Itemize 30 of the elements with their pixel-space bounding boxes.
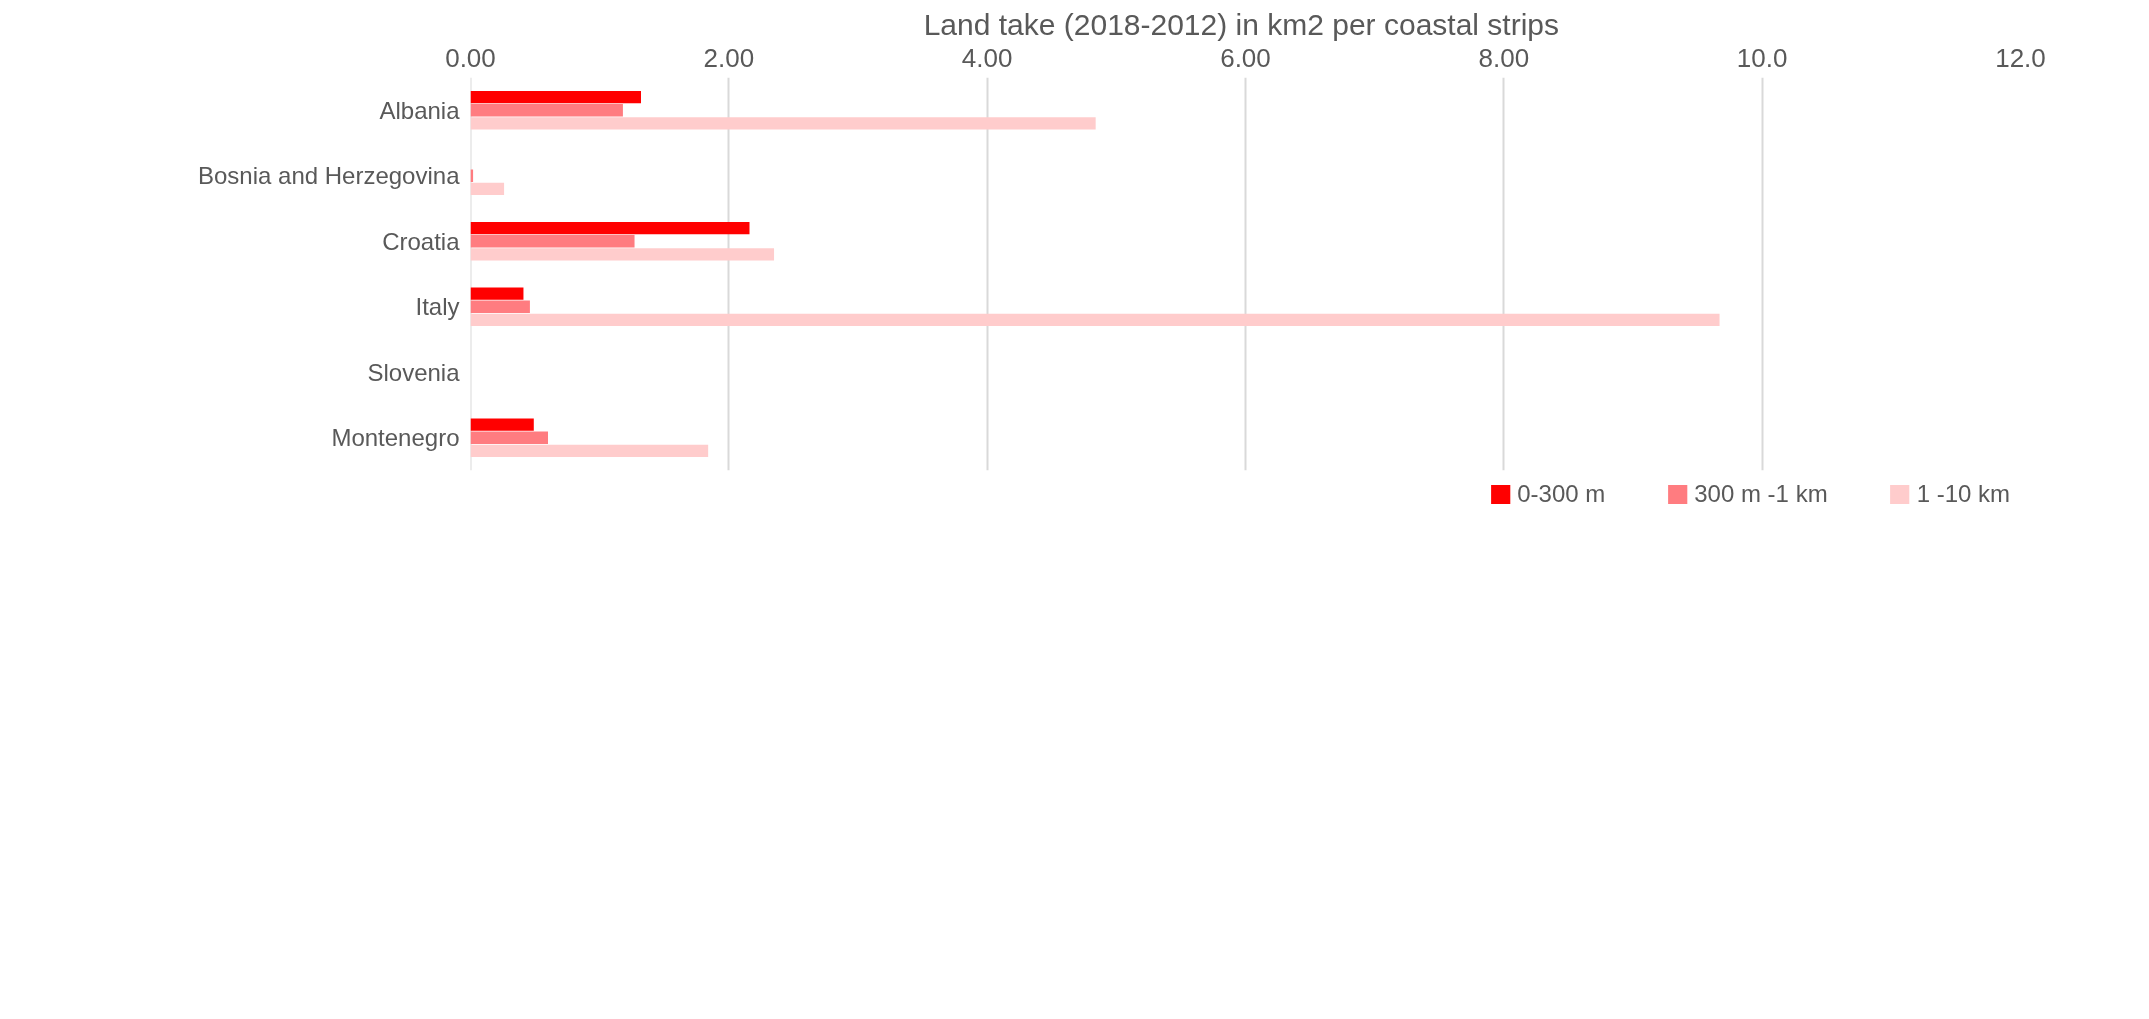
x-tick-label: 4.00 [961,42,1013,73]
y-tick-label: Albania [379,96,461,124]
bar [470,221,750,235]
legend-label: 0-300 m [1517,480,1606,508]
bar [470,300,530,313]
x-tick-label: 2.00 [703,42,755,73]
x-tick-label: 8.00 [1478,42,1530,73]
legend-label: 1 -10 km [1916,480,2010,508]
y-tick-label: Montenegro [331,424,460,452]
bar [470,90,641,104]
x-tick-label: 10.0 [1736,42,1788,73]
bar [470,313,1720,327]
bar [470,418,534,431]
y-tick-label: Croatia [382,227,461,255]
x-tick-label: 6.00 [1220,42,1271,73]
bar [470,248,775,261]
x-tick-label: 12.0 [1995,42,2046,73]
bar [470,182,505,196]
bar [470,104,623,117]
chart-title: Land take (2018-2012) in km2 per coastal strips [923,7,1560,41]
x-tick-label: 0.00 [445,42,496,73]
bar [470,117,1096,130]
bar [470,444,709,458]
bar [470,431,548,444]
legend-label: 300 m -1 km [1694,480,1828,508]
y-tick-label: Bosnia and Herzegovina [198,162,461,190]
y-tick-label: Italy [415,293,460,321]
bar [470,287,524,300]
y-tick-label: Slovenia [367,358,461,386]
bar [470,235,635,248]
